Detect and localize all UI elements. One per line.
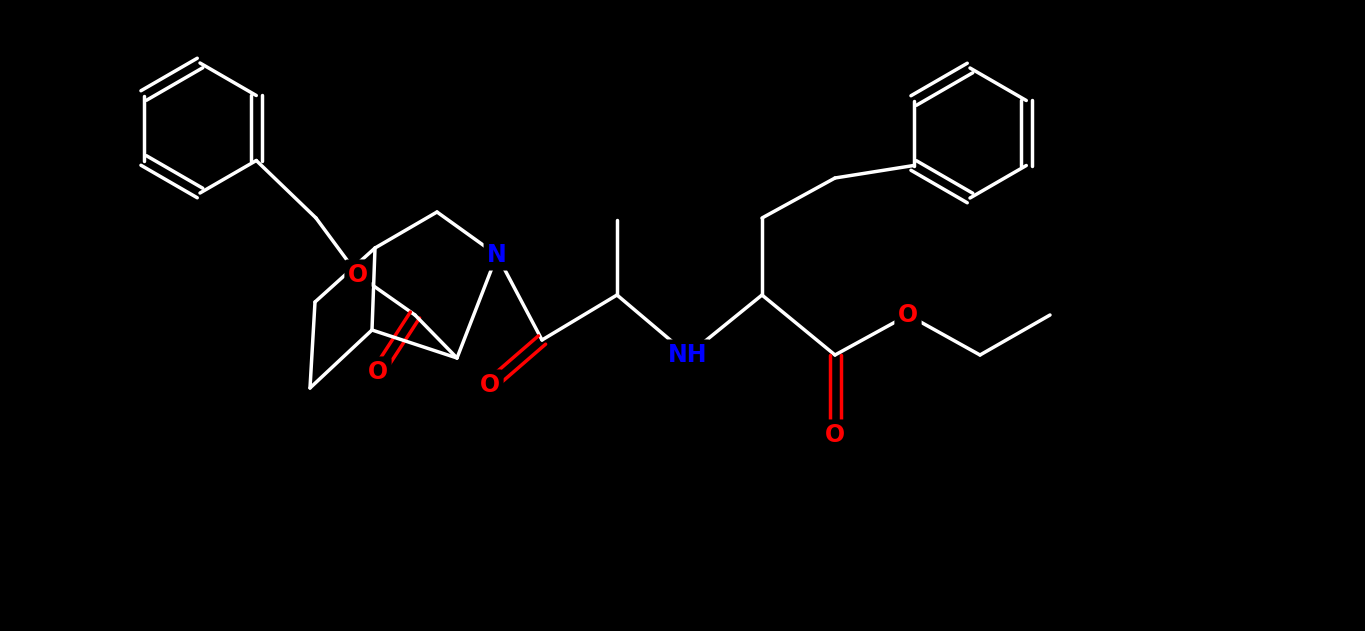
Text: O: O — [369, 360, 388, 384]
Text: O: O — [824, 423, 845, 447]
Text: NH: NH — [669, 343, 707, 367]
Text: N: N — [487, 243, 506, 267]
Text: O: O — [348, 263, 369, 287]
Text: O: O — [480, 373, 500, 397]
Text: O: O — [898, 303, 919, 327]
